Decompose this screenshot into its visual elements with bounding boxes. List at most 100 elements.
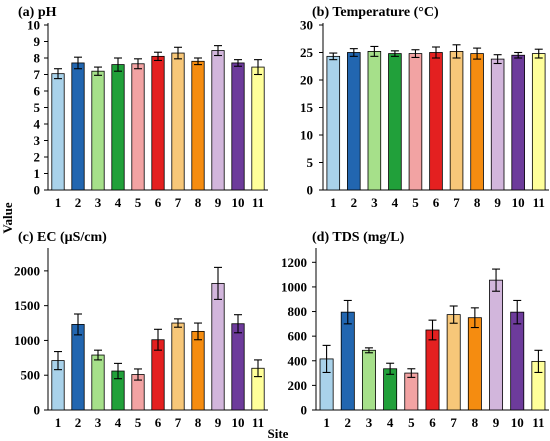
y-tick-label: 500 <box>21 368 41 383</box>
x-tick-label: 3 <box>95 195 102 210</box>
y-tick-label: 5 <box>34 100 41 115</box>
x-tick-label: 7 <box>175 195 182 210</box>
x-tick-label: 10 <box>511 415 524 430</box>
x-tick-label: 3 <box>366 415 373 430</box>
x-tick-label: 10 <box>232 415 245 430</box>
bar-site-9 <box>211 50 225 191</box>
y-tick-label: 4 <box>34 117 41 132</box>
y-tick-label: 5 <box>307 155 314 170</box>
x-tick-label: 3 <box>371 195 378 210</box>
bar-site-2 <box>71 324 85 411</box>
bar-site-4 <box>111 64 125 191</box>
y-tick-label: 800 <box>288 304 308 319</box>
bar-site-10 <box>231 323 245 411</box>
bar-site-5 <box>404 372 419 411</box>
x-tick-label: 4 <box>115 415 122 430</box>
y-tick-label: 6 <box>34 84 41 99</box>
y-tick-label: 0 <box>301 403 308 418</box>
y-tick-label: 3 <box>34 133 41 148</box>
x-tick-label: 6 <box>429 415 436 430</box>
x-tick-label: 11 <box>532 415 544 430</box>
x-tick-label: 8 <box>474 195 481 210</box>
x-tick-label: 5 <box>408 415 415 430</box>
x-tick-label: 5 <box>412 195 419 210</box>
y-tick-label: 1200 <box>281 255 307 270</box>
bar-site-3 <box>91 70 105 191</box>
x-tick-label: 11 <box>252 195 264 210</box>
x-tick-label: 7 <box>450 415 457 430</box>
y-tick-label: 0 <box>34 403 41 418</box>
x-tick-label: 1 <box>55 195 62 210</box>
bar-site-2 <box>347 52 361 191</box>
bar-site-6 <box>425 329 440 411</box>
bar-site-8 <box>191 330 205 411</box>
x-tick-label: 7 <box>175 415 182 430</box>
panel-title: (a) pH <box>18 5 57 20</box>
y-tick-label: 1000 <box>281 279 307 294</box>
y-tick-label: 10 <box>300 128 313 143</box>
y-tick-label: 20 <box>300 73 313 88</box>
y-tick-label: 1 <box>34 166 41 181</box>
y-tick-label: 15 <box>300 100 314 115</box>
y-tick-label: 25 <box>300 45 314 60</box>
x-tick-label: 8 <box>472 415 479 430</box>
bar-site-3 <box>361 349 376 411</box>
bar-site-4 <box>388 53 402 191</box>
y-tick-label: 0 <box>307 183 314 198</box>
x-tick-label: 10 <box>232 195 245 210</box>
bar-site-7 <box>449 51 464 191</box>
x-tick-label: 8 <box>195 195 202 210</box>
y-tick-label: 30 <box>300 18 313 33</box>
bar-site-8 <box>470 53 484 191</box>
x-tick-label: 1 <box>330 195 337 210</box>
panel-title: (d) TDS (mg/L) <box>312 230 405 245</box>
y-tick-label: 8 <box>34 51 41 66</box>
y-tick-label: 2 <box>34 150 41 165</box>
bar-site-7 <box>171 322 185 411</box>
x-axis-title: Site <box>268 426 289 441</box>
x-tick-label: 6 <box>433 195 440 210</box>
y-tick-label: 600 <box>288 329 308 344</box>
x-tick-label: 4 <box>387 415 394 430</box>
bar-site-1 <box>51 73 65 191</box>
bar-site-9 <box>489 279 504 411</box>
y-tick-label: 10 <box>27 18 40 33</box>
bar-site-5 <box>131 63 145 191</box>
x-tick-label: 2 <box>75 415 82 430</box>
bar-site-10 <box>511 54 525 191</box>
bar-site-7 <box>446 314 461 411</box>
x-tick-label: 7 <box>453 195 460 210</box>
x-tick-label: 10 <box>512 195 525 210</box>
x-tick-label: 2 <box>345 415 352 430</box>
x-tick-label: 11 <box>252 415 264 430</box>
bar-site-6 <box>429 52 443 191</box>
bar-site-5 <box>408 53 423 191</box>
bar-site-9 <box>211 282 225 411</box>
y-tick-label: 200 <box>288 378 308 393</box>
x-tick-label: 3 <box>95 415 102 430</box>
bar-site-6 <box>151 55 165 191</box>
x-tick-label: 6 <box>155 195 162 210</box>
bar-site-10 <box>231 62 245 191</box>
x-tick-label: 2 <box>75 195 82 210</box>
y-tick-label: 7 <box>34 67 41 82</box>
x-tick-label: 9 <box>215 195 222 210</box>
panel-title: (b) Temperature (°C) <box>312 5 439 20</box>
bar-site-4 <box>383 368 398 411</box>
bar-site-11 <box>251 66 265 191</box>
x-tick-label: 9 <box>215 415 222 430</box>
bar-site-7 <box>171 52 185 191</box>
y-tick-label: 1000 <box>14 333 40 348</box>
x-tick-label: 6 <box>155 415 162 430</box>
x-tick-label: 1 <box>55 415 62 430</box>
x-tick-label: 5 <box>135 415 142 430</box>
bar-site-3 <box>367 51 382 191</box>
x-tick-label: 4 <box>115 195 122 210</box>
y-tick-label: 2000 <box>14 263 40 278</box>
chart-panel-4: (d) TDS (mg/L) 0 200 400 600 800 1000 1200 1 2 3 4 5… <box>281 230 549 430</box>
x-tick-label: 9 <box>494 195 501 210</box>
bar-site-8 <box>191 60 205 191</box>
